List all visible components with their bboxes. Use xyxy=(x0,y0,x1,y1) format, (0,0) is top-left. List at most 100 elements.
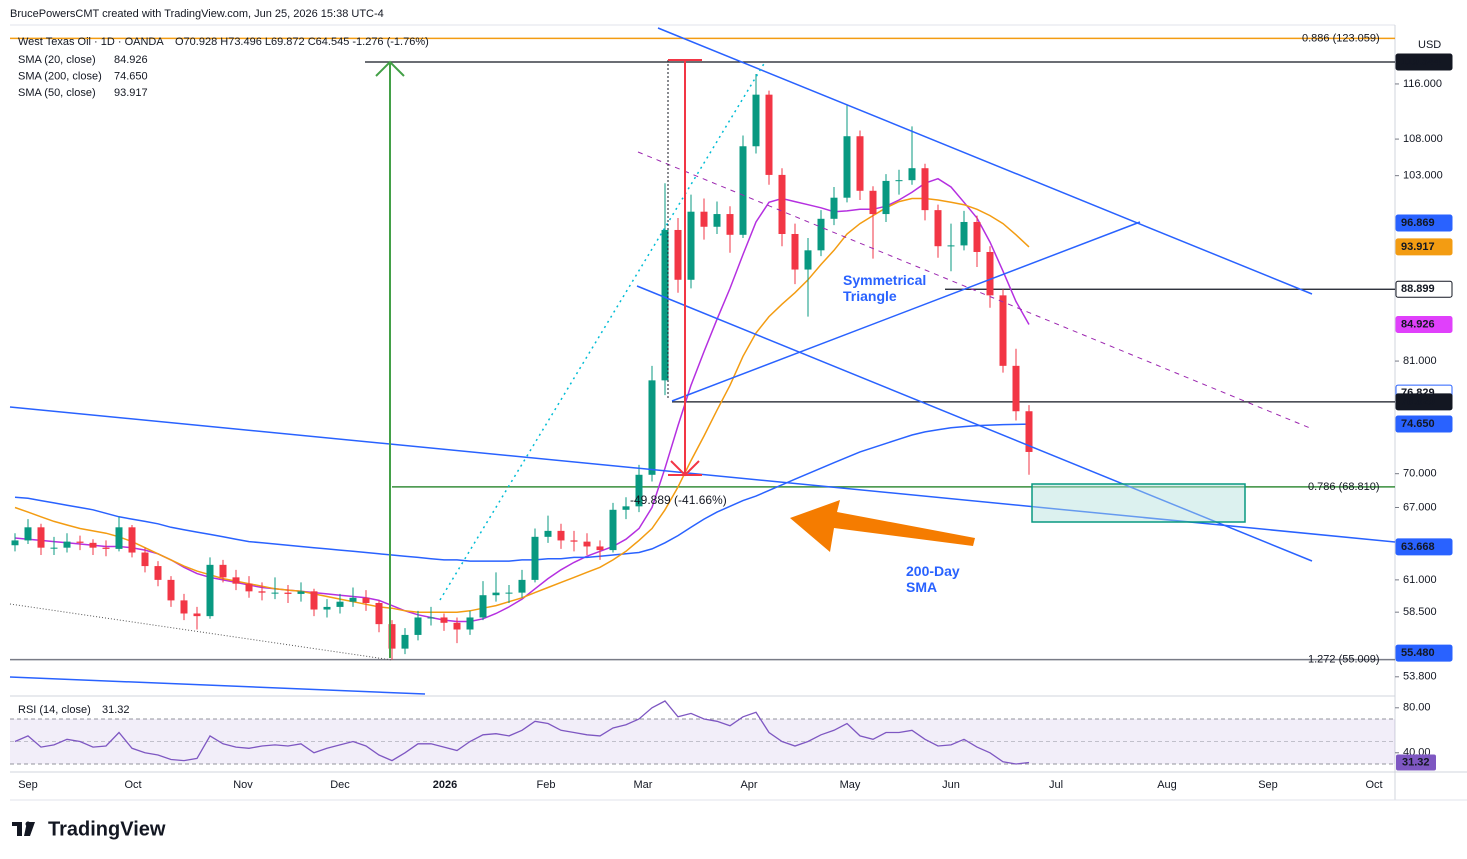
candle-body xyxy=(440,617,448,623)
candle-body xyxy=(674,229,682,280)
candle-body xyxy=(167,579,175,601)
fib-label: 0.886 (123.059) xyxy=(1302,32,1380,44)
rsi-band xyxy=(10,719,1395,765)
legend-value: 84.926 xyxy=(114,54,148,66)
candle-body xyxy=(856,136,864,191)
candle-body xyxy=(349,597,357,602)
target-box xyxy=(1031,483,1246,523)
price-tag-label: 88.899 xyxy=(1401,283,1435,295)
y-tick-label: 103.000 xyxy=(1403,170,1443,182)
candle-body xyxy=(271,592,279,594)
measure-label: -49.889 (-41.66%) xyxy=(630,493,727,507)
candle-body xyxy=(583,541,591,547)
annotation: SMA xyxy=(906,579,937,595)
candle-body xyxy=(505,592,513,594)
candles xyxy=(11,74,1033,660)
rsi-tag xyxy=(1396,754,1436,771)
price-tag xyxy=(1395,280,1453,298)
grid-layer xyxy=(10,37,1399,678)
ohlc: O70.928 H73.496 L69.872 C64.545 -1.276 (… xyxy=(175,36,429,48)
candle-body xyxy=(375,602,383,625)
trendline xyxy=(9,406,1396,543)
fib-label: 1.272 (55.009) xyxy=(1308,654,1380,666)
y-tick-label: 108.000 xyxy=(1403,133,1443,145)
price-tag xyxy=(1395,238,1453,256)
x-tick-label: Jul xyxy=(1049,779,1063,791)
candle-body xyxy=(960,221,968,246)
legend-name: SMA (50, close) xyxy=(18,87,96,99)
price-tag-label: 55.480 xyxy=(1401,647,1435,659)
candle-body xyxy=(934,210,942,247)
candle-body xyxy=(661,229,669,381)
rsi-line xyxy=(14,700,1030,765)
sma-line xyxy=(14,177,1030,623)
y-tick-label: 67.000 xyxy=(1403,501,1437,513)
price-tag-label: 76.829 xyxy=(1401,396,1435,408)
candle-body xyxy=(1025,411,1033,452)
trendline xyxy=(9,676,426,695)
candle-body xyxy=(830,197,838,219)
y-tick-label: 81.000 xyxy=(1403,355,1437,367)
candle-body xyxy=(895,180,903,182)
candle-body xyxy=(89,542,97,548)
candle-body xyxy=(245,583,253,592)
candle-body xyxy=(102,547,110,549)
x-tick-label: May xyxy=(840,779,861,791)
y-tick-label: 70.000 xyxy=(1403,468,1437,480)
y-tick-label: 53.800 xyxy=(1403,671,1437,683)
candle-body xyxy=(466,617,474,630)
legend-name: SMA (20, close) xyxy=(18,54,96,66)
price-tag xyxy=(1395,415,1453,433)
candle-body xyxy=(180,600,188,614)
candle-body xyxy=(128,527,136,553)
rsi-tick-label: 80.00 xyxy=(1403,702,1431,714)
candle-body xyxy=(869,190,877,215)
dashed-trendline xyxy=(637,151,1311,429)
y-tick-label: 116.000 xyxy=(1403,78,1442,90)
price-tag-label: 63.668 xyxy=(1401,541,1435,553)
candle-body xyxy=(752,94,760,147)
drawings xyxy=(9,27,1396,695)
x-tick-label: Sep xyxy=(18,779,38,791)
candle-body xyxy=(297,591,305,594)
candle-body xyxy=(765,94,773,175)
x-tick-label: Feb xyxy=(537,779,556,791)
candle-body xyxy=(388,624,396,649)
candle-body xyxy=(622,506,630,510)
candle-body xyxy=(713,214,721,227)
price-tag xyxy=(1395,538,1453,556)
candle-body xyxy=(11,540,19,546)
candle-body xyxy=(492,592,500,596)
candle-body xyxy=(908,168,916,181)
logo-mark xyxy=(17,822,22,836)
annotation: Triangle xyxy=(843,288,897,304)
candle-body xyxy=(778,174,786,234)
candle-body xyxy=(843,136,851,198)
candle-body xyxy=(141,552,149,567)
candle-body xyxy=(427,617,435,619)
candle-body xyxy=(596,546,604,551)
candle-body xyxy=(362,597,370,603)
price-tag xyxy=(1395,316,1453,334)
brand: TradingView xyxy=(12,818,166,840)
rsi-name: RSI (14, close) xyxy=(18,704,91,716)
logo: TradingView xyxy=(48,818,166,840)
y-tick-label: 58.500 xyxy=(1403,606,1437,618)
candle-body xyxy=(401,634,409,649)
candle-body xyxy=(323,606,331,610)
price-tag-label: 96.869 xyxy=(1401,217,1435,229)
price-tag xyxy=(1395,214,1453,232)
price-tag xyxy=(1395,53,1453,71)
arrow-head xyxy=(375,60,405,77)
x-tick-label: Apr xyxy=(740,779,757,791)
candle-body xyxy=(817,218,825,251)
candle-body xyxy=(570,540,578,542)
candle-body xyxy=(24,527,32,541)
candle-body xyxy=(219,564,227,578)
price-tag xyxy=(1395,393,1453,411)
price-tag-label: 74.650 xyxy=(1401,418,1435,430)
candle-body xyxy=(37,527,45,548)
currency: USD xyxy=(1418,39,1441,51)
candle-body xyxy=(63,541,71,548)
rsi-tag-label: 31.32 xyxy=(1402,756,1430,768)
